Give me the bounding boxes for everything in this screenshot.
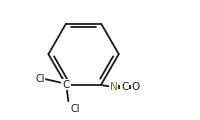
Text: O: O	[132, 82, 140, 92]
Text: Cl: Cl	[35, 74, 45, 84]
Text: N: N	[110, 82, 117, 92]
Text: Cl: Cl	[70, 104, 80, 114]
Text: C: C	[121, 82, 128, 92]
Text: C: C	[62, 80, 70, 90]
